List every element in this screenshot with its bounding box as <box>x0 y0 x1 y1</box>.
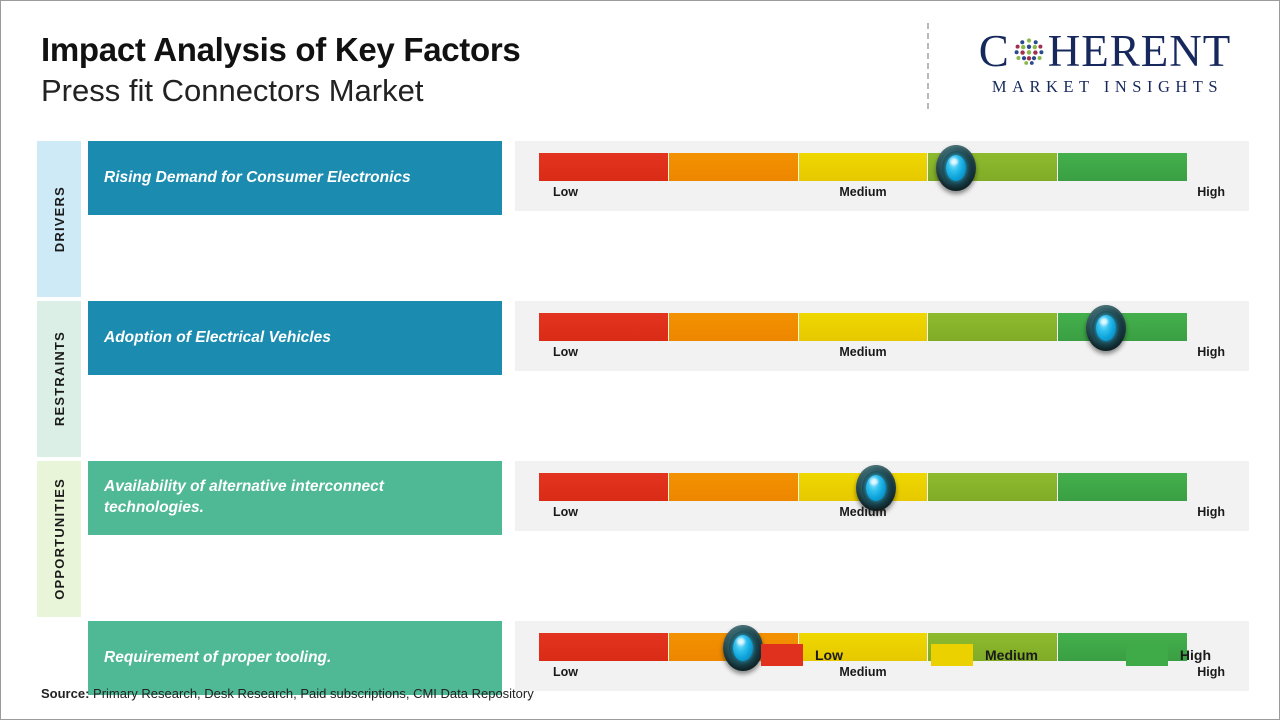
gauge-segment-low-medium <box>668 153 799 181</box>
logo-letter-c: C <box>978 25 1010 76</box>
gauge-segment-low <box>539 633 669 661</box>
legend-item-high: High <box>1125 644 1211 666</box>
gauge-segment-low-medium <box>668 313 799 341</box>
legend-label-medium: Medium <box>985 647 1038 663</box>
gauge-segment-low <box>539 473 669 501</box>
gauge-segment-medium-high <box>928 473 1059 501</box>
matrix-row: Adoption of Electrical Vehicles Low Medi… <box>37 221 1249 375</box>
gauge-panel: Low Medium High <box>515 301 1249 371</box>
tick-label-low: Low <box>553 505 578 519</box>
source-note: Source: Primary Research, Desk Research,… <box>41 686 534 701</box>
logo-letters-herent: HERENT <box>1047 25 1232 76</box>
gauge-tick-labels: Low Medium High <box>539 345 1225 365</box>
gauge-segment-high <box>1058 153 1187 181</box>
page-title: Impact Analysis of Key Factors <box>41 31 521 68</box>
logo-divider <box>927 23 929 109</box>
gauge-tick-labels: Low Medium High <box>539 505 1225 525</box>
factor-label: Requirement of proper tooling. <box>104 648 332 666</box>
legend-item-low: Low <box>761 644 843 666</box>
gauge-marker-icon[interactable] <box>853 464 899 512</box>
tick-label-high: High <box>1197 505 1225 519</box>
gauge-marker-icon[interactable] <box>720 624 766 672</box>
factor-box[interactable]: Adoption of Electrical Vehicles <box>88 301 502 375</box>
gauge-marker-icon[interactable] <box>1083 304 1129 352</box>
gauge-panel: Low Medium High <box>515 141 1249 211</box>
factor-label: Adoption of Electrical Vehicles <box>104 328 331 346</box>
category-band-opportunities: OPPORTUNITIES <box>37 461 81 617</box>
factor-label: Availability of alternative interconnect… <box>104 478 384 516</box>
brand-logo: C <box>927 23 1257 113</box>
legend: Low Medium High <box>761 644 1211 666</box>
tick-label-medium: Medium <box>839 665 887 679</box>
gauge-tick-labels: Low Medium High <box>539 665 1225 685</box>
gauge-segment-low-medium <box>668 473 799 501</box>
legend-swatch-medium <box>931 644 973 666</box>
tick-label-high: High <box>1197 185 1225 199</box>
gauge-panel: Low Medium High <box>515 621 1249 691</box>
gauge-segment-medium <box>798 153 929 181</box>
tick-label-high: High <box>1197 665 1225 679</box>
matrix-row: Availability of alternative interconnect… <box>37 301 1249 535</box>
gauge-segment-low <box>539 313 669 341</box>
legend-swatch-low <box>761 644 803 666</box>
factor-label: Rising Demand for Consumer Electronics <box>104 168 411 186</box>
gauge-segment-medium-high <box>928 313 1059 341</box>
matrix-row: Rising Demand for Consumer Electronics L… <box>37 141 1249 217</box>
tick-label-high: High <box>1197 345 1225 359</box>
tick-label-low: Low <box>553 345 578 359</box>
tick-label-low: Low <box>553 185 578 199</box>
gauge-panel: Low Medium High <box>515 461 1249 531</box>
gauge-marker-icon[interactable] <box>933 144 979 192</box>
factor-box[interactable]: Requirement of proper tooling. <box>88 621 502 695</box>
matrix-row: Requirement of proper tooling. Low Mediu… <box>37 381 1249 695</box>
title-block: Impact Analysis of Key Factors Press fit… <box>41 31 521 111</box>
gauge-segment-low <box>539 153 669 181</box>
legend-label-high: High <box>1179 647 1211 663</box>
factor-box[interactable]: Availability of alternative interconnect… <box>88 461 502 535</box>
category-band-drivers: DRIVERS <box>37 141 81 297</box>
legend-item-medium: Medium <box>931 644 1038 666</box>
source-label: Source: <box>41 686 90 701</box>
dotted-sphere-icon <box>1011 33 1047 69</box>
tick-label-medium: Medium <box>839 505 887 519</box>
category-band-restraints: RESTRAINTS <box>37 301 81 457</box>
tick-label-medium: Medium <box>839 185 887 199</box>
gauge-segment-high <box>1058 473 1187 501</box>
gauge-segment-medium <box>798 633 929 661</box>
tick-label-medium: Medium <box>839 345 887 359</box>
legend-label-low: Low <box>815 647 843 663</box>
logo-wordmark: C <box>955 27 1255 75</box>
source-text: Primary Research, Desk Research, Paid su… <box>89 686 534 701</box>
page-subtitle: Press fit Connectors Market <box>41 72 424 108</box>
gauge-tick-labels: Low Medium High <box>539 185 1225 205</box>
gauge-segment-medium <box>798 313 929 341</box>
logo-inner: C <box>955 27 1255 97</box>
tick-label-low: Low <box>553 665 578 679</box>
factor-box[interactable]: Rising Demand for Consumer Electronics <box>88 141 502 215</box>
legend-swatch-high <box>1125 644 1168 666</box>
matrix-row: Emerging growth prospects in Asia Pacifi… <box>37 541 1249 617</box>
matrix-row: Growing demand from data centers and tel… <box>37 461 1249 537</box>
logo-tagline: MARKET INSIGHTS <box>991 77 1224 96</box>
gauge-bar <box>539 153 1187 181</box>
